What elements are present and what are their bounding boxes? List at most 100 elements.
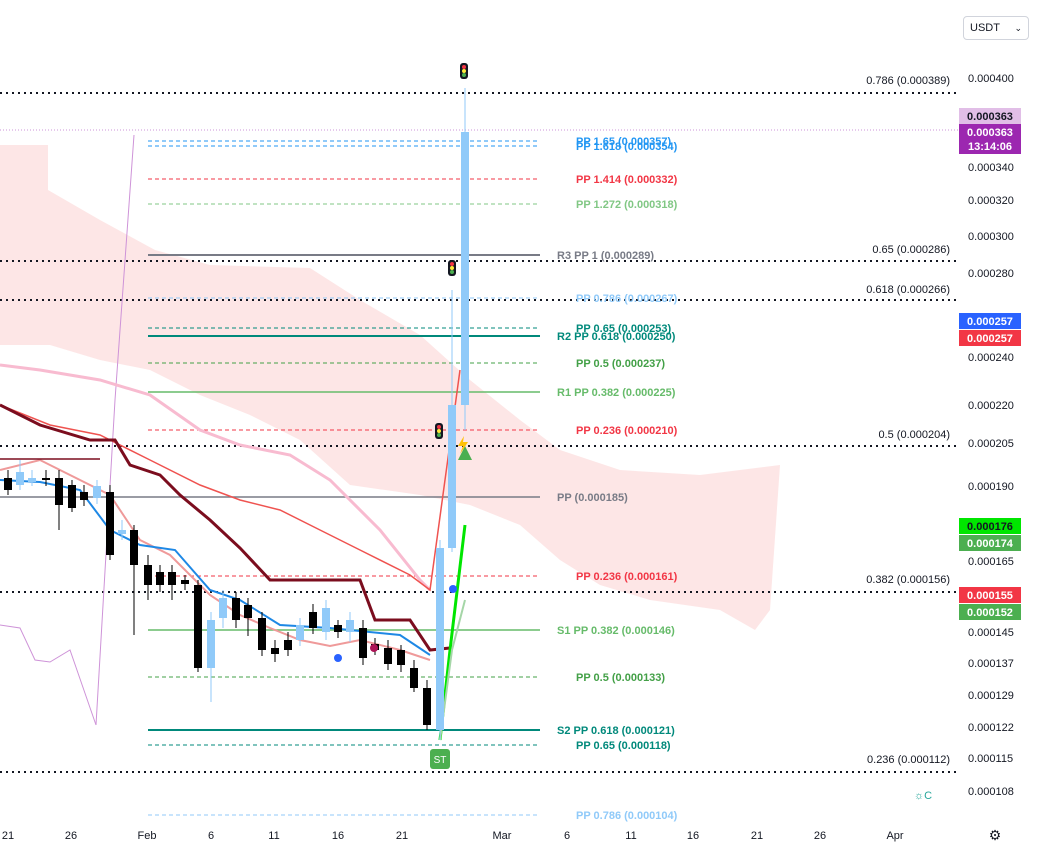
- signal-dot: [334, 654, 342, 662]
- pivot-label: S1 PP 0.382 (0.000146): [557, 625, 675, 637]
- traffic-light-icon: [435, 423, 443, 439]
- fib-labels: 0.786 (0.000389) 0.65 (0.000286) 0.618 (0.…: [866, 75, 950, 766]
- candle-body: [181, 580, 189, 584]
- price-badges: 0.000363 0.000363 13:14:06 0.000257 0.000257…: [959, 108, 1021, 620]
- x-tick-label: Apr: [886, 830, 903, 842]
- x-axis-ticks: 21 26 Feb 6 11 16 21 Mar 6 11 16 21 26 Apr: [2, 830, 904, 842]
- fib-label: 0.786 (0.000389): [866, 75, 950, 87]
- fib-label: 0.236 (0.000112): [867, 754, 950, 766]
- auto-scale-icon[interactable]: ☼C: [914, 790, 933, 802]
- candle-body: [16, 472, 24, 485]
- price-badge: [959, 518, 1021, 534]
- time-scale[interactable]: [0, 825, 958, 845]
- candle-body: [168, 572, 176, 585]
- x-tick-label: Feb: [138, 830, 157, 842]
- pivot-label: R2 PP 0.618 (0.000250): [557, 331, 676, 343]
- x-tick-label: 6: [208, 830, 214, 842]
- currency-label: USDT: [970, 22, 1000, 34]
- price-badge-label: 0.000257: [967, 333, 1013, 345]
- lightning-icon: [458, 436, 468, 454]
- price-badge-label: 13:14:06: [968, 141, 1012, 153]
- y-tick-label: 0.000115: [968, 753, 1013, 765]
- candle-body: [410, 668, 418, 688]
- price-badge: [959, 330, 1021, 346]
- pivot-label: PP 0.5 (0.000237): [576, 358, 665, 370]
- pivot-lines: [0, 140, 540, 816]
- price-badge: [959, 604, 1021, 620]
- price-badge: [959, 313, 1021, 329]
- st-badge: [430, 749, 450, 769]
- y-tick-label: 0.000165: [968, 556, 1014, 568]
- candle-body: [28, 478, 36, 482]
- y-tick-label: 0.000300: [968, 231, 1014, 243]
- candle-body: [144, 565, 152, 585]
- candle-body: [296, 625, 304, 640]
- y-tick-label: 0.000129: [968, 690, 1014, 702]
- candle-body: [106, 492, 114, 555]
- candle-body: [322, 608, 330, 632]
- candle-body: [4, 478, 12, 490]
- pivot-label: PP 1.272 (0.000318): [576, 199, 678, 211]
- pivot-label: PP 0.786 (0.000104): [576, 810, 678, 822]
- currency-select[interactable]: USDT ⌄: [963, 16, 1029, 40]
- price-badge-label: 0.000152: [967, 607, 1013, 619]
- y-tick-label: 0.000137: [968, 658, 1014, 670]
- ichimoku-cloud: [0, 145, 780, 630]
- candle-body: [359, 628, 367, 658]
- price-badge: [959, 124, 1021, 140]
- x-tick-label: 26: [814, 830, 826, 842]
- x-tick-label: 16: [687, 830, 699, 842]
- y-tick-label: 0.000340: [968, 162, 1014, 174]
- x-tick-label: 21: [396, 830, 408, 842]
- price-badge: [959, 535, 1021, 551]
- x-tick-label: Mar: [493, 830, 512, 842]
- signal-dot: [449, 585, 457, 593]
- y-tick-label: 0.000220: [968, 400, 1014, 412]
- pivot-label: PP 0.786 (0.000267): [576, 293, 678, 305]
- pivot-label: PP (0.000185): [557, 492, 628, 504]
- signal-dot: [370, 644, 378, 652]
- pivot-label: PP 0.236 (0.000210): [576, 425, 678, 437]
- pivot-labels: PP 1.65 (0.000357)PP 1.618 (0.000354) PP …: [557, 136, 678, 822]
- price-badge: [959, 138, 1021, 154]
- y-tick-label: 0.000205: [968, 438, 1014, 450]
- price-badge-label: 0.000155: [967, 590, 1013, 602]
- fib-label: 0.618 (0.000266): [866, 284, 950, 296]
- candle-body: [346, 620, 354, 632]
- y-tick-label: 0.000190: [968, 481, 1014, 493]
- x-tick-label: 21: [751, 830, 763, 842]
- y-tick-label: 0.000240: [968, 352, 1014, 364]
- candle-body: [309, 612, 317, 628]
- candle-body: [55, 478, 63, 505]
- signal-markers: ST: [334, 63, 472, 769]
- x-tick-label: 6: [564, 830, 570, 842]
- candle-body: [93, 486, 101, 498]
- chevron-down-icon: ⌄: [1014, 22, 1022, 33]
- candle-body: [334, 625, 342, 632]
- x-tick-label: 11: [268, 830, 279, 842]
- candle-body: [423, 688, 431, 725]
- fib-label: 0.5 (0.000204): [878, 429, 950, 441]
- pivot-label: PP 0.65 (0.000253): [576, 323, 672, 335]
- y-tick-label: 0.000400: [968, 73, 1014, 85]
- price-badge: [959, 108, 1021, 124]
- st-label: ST: [434, 755, 447, 766]
- candle-body: [284, 640, 292, 650]
- candles: [4, 88, 469, 740]
- candle-body: [42, 478, 50, 480]
- price-badge-label: 0.000363: [967, 111, 1013, 123]
- pivot-label: S2 PP 0.618 (0.000121): [557, 725, 675, 737]
- gear-icon[interactable]: ⚙: [988, 827, 1002, 843]
- pivot-label: PP 0.65 (0.000118): [576, 740, 671, 752]
- traffic-light-icon: [448, 260, 456, 276]
- x-tick-label: 16: [332, 830, 344, 842]
- candle-body: [194, 585, 202, 668]
- pivot-label: R1 PP 0.382 (0.000225): [557, 387, 676, 399]
- price-badge-label: 0.000257: [967, 316, 1013, 328]
- y-tick-label: 0.000320: [968, 195, 1014, 207]
- pivot-label: PP 1.65 (0.000357): [576, 136, 672, 148]
- candle-body: [448, 405, 456, 548]
- candle-body: [384, 648, 392, 664]
- price-badge-label: 0.000176: [967, 521, 1013, 533]
